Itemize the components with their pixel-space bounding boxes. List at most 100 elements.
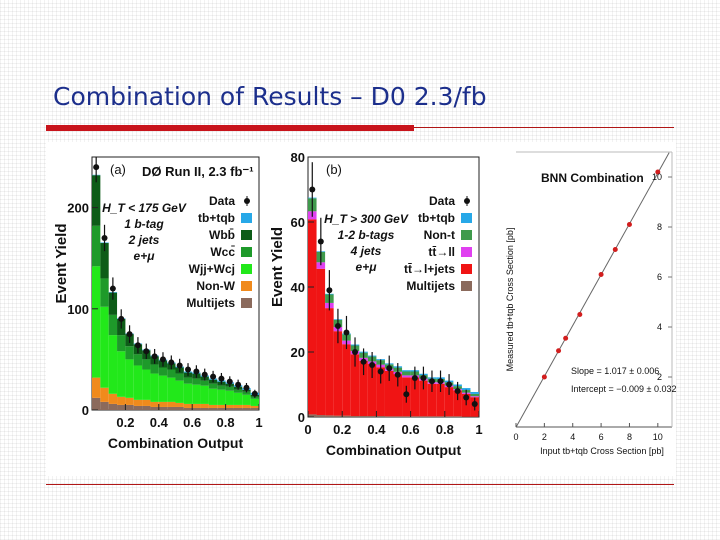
bar-multijets xyxy=(167,406,176,410)
data-point xyxy=(243,384,250,391)
bar-tt-l-jets xyxy=(410,377,420,417)
bar-multijets xyxy=(233,407,243,410)
data-point xyxy=(317,238,324,245)
y-tick-label: 4 xyxy=(657,322,662,332)
data-point xyxy=(143,348,150,355)
bar-multijets xyxy=(393,416,403,417)
bar-wcc- xyxy=(200,380,209,386)
data-point xyxy=(334,323,341,329)
bar-non-w xyxy=(167,401,176,407)
bar-multijets xyxy=(316,415,326,417)
x-tick-label: 0.6 xyxy=(402,422,420,437)
data-point xyxy=(109,285,116,292)
x-tick-label: 6 xyxy=(599,432,604,442)
bar-multijets xyxy=(158,406,168,410)
bar-wcc- xyxy=(108,314,118,336)
legend-label: Wbb̄ xyxy=(209,228,235,242)
scatter-point xyxy=(655,169,661,175)
bar-wcc- xyxy=(142,359,151,370)
data-point xyxy=(226,378,233,385)
bar-tt-l-jets xyxy=(325,308,334,416)
chart-a: 0.2 0.4 0.6 0.8 1 0 100 200 Combination Output Ev… xyxy=(53,156,263,451)
data-point xyxy=(326,287,333,294)
legend-swatch xyxy=(241,247,252,257)
bar-non-w xyxy=(250,405,259,408)
bar-multijets xyxy=(183,407,193,410)
bar-multijets xyxy=(225,407,234,410)
bar-wcc- xyxy=(92,225,101,267)
figure-panel: 0.2 0.4 0.6 0.8 1 0 100 200 Combination Output Ev… xyxy=(46,142,676,476)
bar-non-w xyxy=(208,404,218,408)
legend-label: tb+tqb xyxy=(198,211,235,225)
legend-label: Data xyxy=(209,194,235,208)
fit-annotation: Slope = 1.017 ± 0.006 xyxy=(571,366,659,376)
bar-multijets xyxy=(208,407,218,410)
bar-multijets xyxy=(453,416,462,417)
x-tick-label: 0.4 xyxy=(367,422,386,437)
bar-multijets xyxy=(350,416,360,417)
bar-tb-tqb xyxy=(470,391,479,394)
bar-multijets xyxy=(410,416,420,417)
data-point xyxy=(428,378,435,385)
bar-tb-tqb xyxy=(461,388,471,391)
data-point xyxy=(218,375,225,382)
data-point xyxy=(193,368,200,375)
bar-multijets xyxy=(175,406,184,410)
bar-tt-ll xyxy=(470,396,479,398)
y-tick-label: 8 xyxy=(657,222,662,232)
bar-multijets xyxy=(419,416,428,417)
bar-non-w xyxy=(183,403,193,408)
y-tick-label: 100 xyxy=(67,302,89,317)
data-point xyxy=(126,331,133,338)
selection-text: 1-2 b-tags xyxy=(338,228,395,242)
legend-swatch xyxy=(461,281,472,291)
bar-wcc- xyxy=(117,335,126,352)
data-point xyxy=(168,359,175,366)
x-tick-label: 0 xyxy=(513,432,518,442)
bar-multijets xyxy=(359,416,368,417)
data-point xyxy=(210,373,217,380)
bar-non-w xyxy=(225,404,234,408)
bar-multijets xyxy=(376,416,385,417)
bar-wcc- xyxy=(100,278,109,307)
bar-tt-l-jets xyxy=(453,390,462,417)
bar-non-w xyxy=(117,396,126,405)
legend-swatch xyxy=(241,298,252,308)
bar-tt-ll xyxy=(402,375,411,378)
panel-label: (a) xyxy=(110,162,126,177)
y-axis-label: Event Yield xyxy=(269,227,286,307)
bar-non-t xyxy=(470,393,479,397)
y-tick-label: 20 xyxy=(291,345,305,360)
data-point xyxy=(134,342,141,349)
bar-multijets xyxy=(117,404,126,410)
legend-label: tt̄→ll xyxy=(428,245,455,259)
bar-wcc- xyxy=(167,369,176,378)
bar-wjj-wcj xyxy=(133,365,143,400)
bar-wjj-wcj xyxy=(250,398,259,406)
selection-text: H_T > 300 GeV xyxy=(324,212,409,226)
bar-wjj-wcj xyxy=(117,351,126,397)
data-point xyxy=(446,381,453,388)
bar-tt-l-jets xyxy=(393,374,403,417)
bar-multijets xyxy=(100,401,109,410)
bar-non-w xyxy=(108,393,118,404)
scatter-point xyxy=(563,335,569,341)
chart-c: 0 2 4 6 8 10 2 4 6 8 10 BNN Combination Input tb+tqb… xyxy=(504,146,676,456)
scatter-point xyxy=(612,247,618,252)
scatter-panel xyxy=(504,146,676,451)
bar-wcc- xyxy=(217,385,226,390)
bar-wjj-wcj xyxy=(183,383,193,404)
data-point xyxy=(185,366,192,373)
data-point xyxy=(394,371,401,378)
bar-multijets xyxy=(192,407,201,410)
legend-label: Multijets xyxy=(186,296,235,310)
y-tick-label: 2 xyxy=(657,372,662,382)
bar-tt-l-jets xyxy=(316,268,326,416)
scatter-point xyxy=(577,312,583,317)
selection-text: 4 jets xyxy=(350,244,382,258)
legend-label: Wcc̄ xyxy=(210,245,235,259)
slide-title: Combination of Results – D0 2.3/fb xyxy=(53,82,487,111)
x-tick-label: 10 xyxy=(653,432,663,442)
x-tick-label: 0.2 xyxy=(333,422,351,437)
